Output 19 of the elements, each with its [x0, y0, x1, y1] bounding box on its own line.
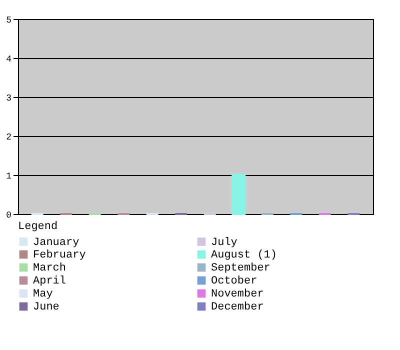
legend-label: January: [33, 236, 80, 249]
y-tick-label: 0: [6, 210, 12, 220]
legend-label: April: [33, 276, 66, 288]
legend-label: February: [33, 250, 86, 262]
y-tick-label: 4: [6, 54, 12, 64]
legend-label: March: [33, 262, 66, 274]
legend-label: June: [33, 302, 60, 314]
legend-label: July: [211, 236, 238, 249]
legend-label: August (1): [211, 250, 278, 262]
y-tick-label: 5: [6, 16, 12, 26]
legend-label: May: [33, 288, 54, 300]
legend-label: October: [211, 276, 258, 288]
legend-label: November: [211, 288, 264, 300]
legend-label: September: [211, 262, 270, 274]
y-tick-label: 1: [6, 172, 12, 182]
legend-title: Legend: [18, 221, 58, 233]
legend-label: December: [211, 302, 264, 314]
y-tick-label: 3: [6, 94, 12, 104]
y-tick-label: 2: [6, 132, 12, 142]
